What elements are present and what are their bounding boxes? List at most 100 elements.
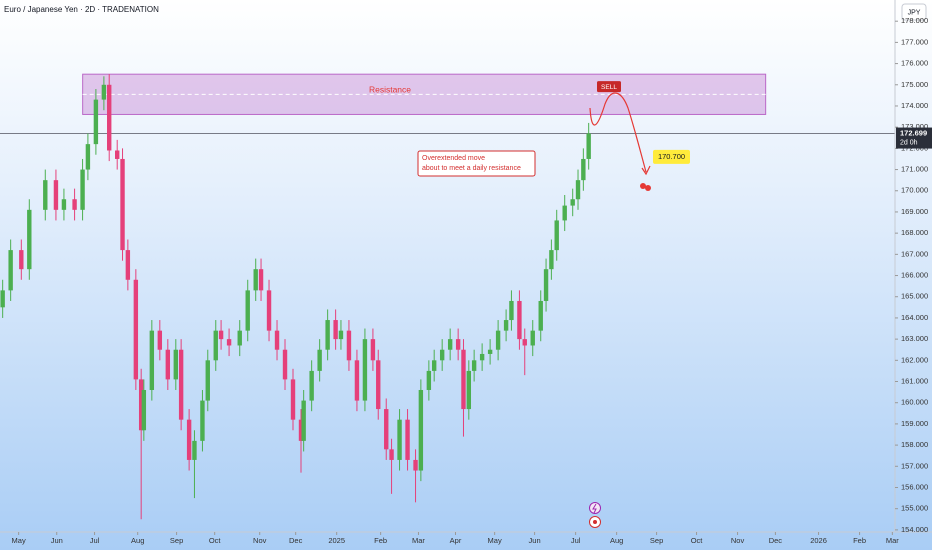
candle-body xyxy=(258,269,264,291)
x-tick-label: Jun xyxy=(51,536,63,545)
candle-body xyxy=(266,290,272,331)
x-tick-label: Mar xyxy=(886,536,899,545)
candle-body xyxy=(405,419,410,460)
candle-body xyxy=(213,330,218,361)
candle-body xyxy=(245,290,250,331)
candle-body xyxy=(61,199,67,210)
x-tick-label: Dec xyxy=(769,536,783,545)
y-tick-label: 175.000 xyxy=(901,80,928,89)
candle-body xyxy=(290,379,296,420)
note-line: Overextended move xyxy=(422,155,485,162)
countdown-label: 2d 0h xyxy=(900,139,918,146)
candle-body xyxy=(72,199,77,210)
candle-body xyxy=(19,250,24,270)
candle-body xyxy=(317,349,322,371)
x-tick-label: Apr xyxy=(450,536,462,545)
candle-body xyxy=(586,133,591,159)
candle-body xyxy=(173,349,179,380)
candle-body xyxy=(487,349,493,354)
target-box xyxy=(653,149,690,164)
target-label: 170.700 xyxy=(658,152,685,161)
candle-body xyxy=(133,279,139,380)
candle-body xyxy=(205,360,210,401)
target-icon xyxy=(645,185,651,191)
y-tick-label: 157.000 xyxy=(901,461,928,470)
target-icon xyxy=(640,183,646,189)
candle-body xyxy=(418,389,424,471)
candle-body xyxy=(53,180,59,210)
candle-body xyxy=(120,158,125,251)
candle-body xyxy=(471,360,477,371)
candle-body xyxy=(495,330,501,350)
candle-body xyxy=(376,360,381,410)
currency[interactable]: JPY xyxy=(908,9,921,16)
x-tick-label: 2025 xyxy=(328,536,345,545)
resistance-label: Resistance xyxy=(369,85,411,95)
currency-box[interactable] xyxy=(901,3,927,21)
y-tick-label: 170.000 xyxy=(901,186,928,195)
candle-body xyxy=(426,370,432,390)
candle-body xyxy=(149,330,155,390)
candle-body xyxy=(125,250,131,280)
candle-body xyxy=(178,349,184,420)
x-tick-label: May xyxy=(488,536,502,545)
candle-body xyxy=(575,180,581,200)
candle-body xyxy=(530,330,535,346)
candle-body xyxy=(549,250,554,270)
candle-body xyxy=(8,250,13,291)
x-tick-label: Oct xyxy=(691,536,704,545)
candle-body xyxy=(43,180,48,210)
y-tick-label: 165.000 xyxy=(901,292,928,301)
candle-body xyxy=(301,400,306,441)
y-tick-label: 156.000 xyxy=(901,482,928,491)
candle-body xyxy=(517,300,522,340)
x-tick-label: Feb xyxy=(374,536,387,545)
resistance-zone xyxy=(82,73,767,115)
candle-body xyxy=(282,349,288,380)
candle-body xyxy=(107,84,112,151)
y-tick-label: 168.000 xyxy=(901,228,928,237)
candle-body xyxy=(439,349,445,361)
candle-body xyxy=(397,419,402,460)
x-tick-label: Sep xyxy=(650,536,663,545)
candle-body xyxy=(93,99,99,145)
y-tick-label: 167.000 xyxy=(901,249,928,258)
candle-body xyxy=(325,320,330,350)
candle-body xyxy=(466,370,472,410)
x-tick-label: Nov xyxy=(731,536,745,545)
x-tick-label: Oct xyxy=(209,536,222,545)
candle-body xyxy=(354,360,360,401)
x-tick-label: Aug xyxy=(610,536,623,545)
candle-body xyxy=(80,169,85,210)
candle-body xyxy=(455,339,461,350)
candle-body xyxy=(503,320,509,331)
candle-body xyxy=(298,419,304,441)
x-tick-label: Dec xyxy=(289,536,303,545)
projection-path xyxy=(589,92,647,173)
candle-body xyxy=(384,409,389,450)
sell-box xyxy=(597,81,621,93)
chart-title: Euro / Japanese Yen · 2D · TRADENATION xyxy=(4,5,159,14)
x-tick-label: Nov xyxy=(253,536,267,545)
candle-body xyxy=(509,300,514,321)
y-tick-label: 161.000 xyxy=(901,376,928,385)
candle-body xyxy=(562,205,567,221)
candle-body xyxy=(226,339,232,346)
y-tick-label: 174.000 xyxy=(901,101,928,110)
candle-body xyxy=(413,459,418,471)
y-tick-label: 173.000 xyxy=(901,122,928,131)
y-tick-label: 160.000 xyxy=(901,398,928,407)
candle-body xyxy=(237,330,242,346)
candle-body xyxy=(570,199,575,206)
candle-body xyxy=(85,144,91,170)
event-icon xyxy=(593,520,597,524)
x-tick-label: May xyxy=(12,536,26,545)
candle-body xyxy=(554,220,559,251)
x-tick-label: 2026 xyxy=(810,536,827,545)
y-tick-label: 155.000 xyxy=(901,504,928,513)
candle-body xyxy=(543,269,549,301)
event-icon[interactable] xyxy=(589,502,601,514)
candle-body xyxy=(309,370,314,401)
